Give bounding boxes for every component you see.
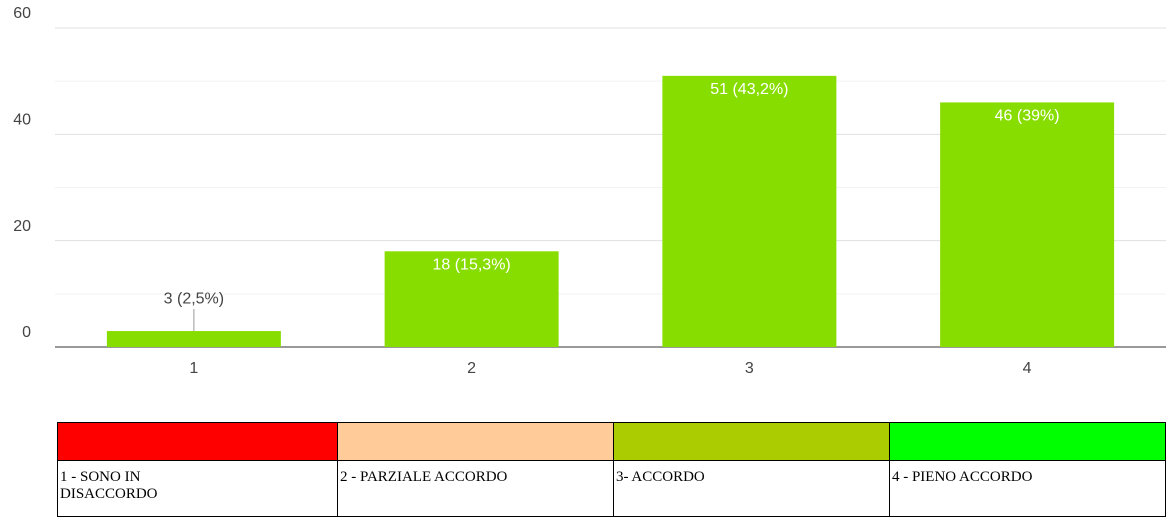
data-label: 3 (2,5%) — [164, 290, 224, 307]
legend-table: 1 - SONO IN DISACCORDO 2 - PARZIALE ACCOR… — [57, 422, 1166, 517]
label-row: 1 - SONO IN DISACCORDO 2 - PARZIALE ACCOR… — [57, 460, 1166, 517]
legend-swatch — [337, 422, 614, 461]
x-tick-label: 2 — [467, 360, 476, 377]
bar — [384, 251, 559, 347]
bar — [106, 331, 281, 347]
chart: 0 20 40 60 1 3 (2,5%) 2 18 (15,3%) 3 51 (43,2%) 4 4… — [13, 5, 1166, 377]
data-label: 18 (15,3%) — [432, 257, 510, 274]
color-row — [57, 422, 1166, 461]
x-tick-label: 3 — [745, 360, 754, 377]
bar — [662, 75, 837, 347]
legend-label: 4 - PIENO ACCORDO — [888, 460, 1166, 517]
legend-label: 1 - SONO IN DISACCORDO — [57, 460, 338, 517]
legend-swatch — [888, 422, 1166, 461]
y-tick-label: 60 — [13, 5, 31, 22]
data-label: 51 (43,2%) — [710, 81, 788, 98]
bar — [940, 102, 1115, 347]
legend-label: 3- ACCORDO — [612, 460, 890, 517]
y-tick-label: 40 — [13, 112, 31, 129]
legend-label: 2 - PARZIALE ACCORDO — [337, 460, 614, 517]
x-tick-label: 1 — [189, 360, 198, 377]
y-tick-label: 0 — [22, 324, 31, 341]
legend-swatch — [612, 422, 890, 461]
x-tick-label: 4 — [1023, 360, 1032, 377]
legend-swatch — [57, 422, 338, 461]
y-tick-label: 20 — [13, 218, 31, 235]
data-label: 46 (39%) — [995, 108, 1060, 125]
